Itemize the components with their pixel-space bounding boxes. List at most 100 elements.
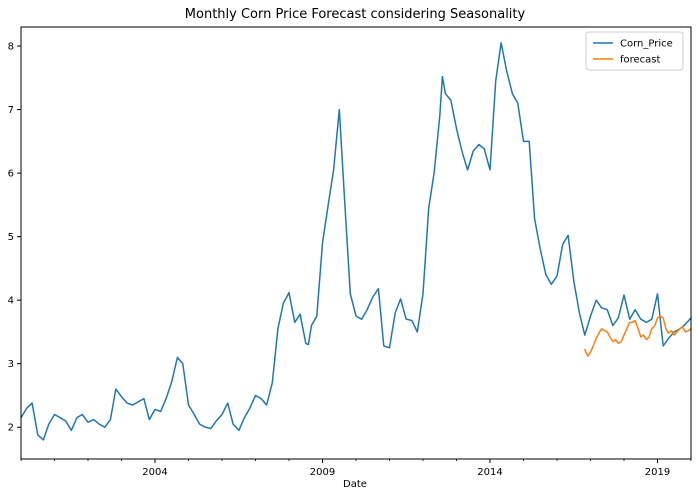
data-point-corn-price <box>668 338 670 340</box>
data-point-corn-price <box>37 434 39 436</box>
data-point-corn-price <box>500 42 502 44</box>
data-point-corn-price <box>277 328 279 330</box>
data-point-corn-price <box>249 407 251 409</box>
data-point-corn-price <box>333 169 335 171</box>
data-point-corn-price <box>450 99 452 101</box>
data-point-corn-price <box>428 207 430 209</box>
data-point-corn-price <box>115 388 117 390</box>
data-point-corn-price <box>171 381 173 383</box>
data-point-corn-price <box>182 363 184 365</box>
data-point-corn-price <box>232 423 234 425</box>
data-point-corn-price <box>372 296 374 298</box>
data-point-corn-price <box>316 315 318 317</box>
data-point-corn-price <box>540 249 542 251</box>
data-point-corn-price <box>517 102 519 104</box>
x-tick-label: 2004 <box>142 467 167 478</box>
data-point-forecast <box>685 331 687 333</box>
data-point-corn-price <box>478 144 480 146</box>
data-point-forecast <box>598 332 600 334</box>
data-point-corn-price <box>160 411 162 413</box>
data-point-forecast <box>609 336 611 338</box>
y-tick-label: 2 <box>8 423 14 434</box>
data-point-corn-price <box>674 331 676 333</box>
series-line-corn-price <box>20 42 692 441</box>
data-point-corn-price <box>255 395 257 397</box>
data-point-corn-price <box>188 404 190 406</box>
data-point-corn-price <box>210 428 212 430</box>
data-point-forecast <box>682 326 684 328</box>
data-point-corn-price <box>411 320 413 322</box>
data-point-corn-price <box>573 280 575 282</box>
data-point-corn-price <box>467 169 469 171</box>
data-point-forecast <box>623 334 625 336</box>
data-point-corn-price <box>227 402 229 404</box>
data-point-corn-price <box>417 331 419 333</box>
data-point-corn-price <box>473 150 475 152</box>
data-point-forecast <box>604 330 606 332</box>
data-point-corn-price <box>422 293 424 295</box>
legend-box <box>585 31 684 71</box>
legend-label: forecast <box>620 55 661 66</box>
data-point-corn-price <box>54 414 56 416</box>
data-point-forecast <box>668 332 670 334</box>
data-point-corn-price <box>389 347 391 349</box>
data-point-corn-price <box>288 292 290 294</box>
data-point-corn-price <box>193 414 195 416</box>
data-point-forecast <box>643 334 645 336</box>
data-point-corn-price <box>685 324 687 326</box>
data-point-corn-price <box>361 318 363 320</box>
data-point-forecast <box>612 341 614 343</box>
y-tick-label: 5 <box>8 232 14 243</box>
data-point-forecast <box>665 328 667 330</box>
x-tick-label: 2009 <box>310 467 335 478</box>
data-point-corn-price <box>506 71 508 73</box>
y-tick-label: 3 <box>8 359 14 370</box>
data-point-corn-price <box>607 309 609 311</box>
data-point-corn-price <box>110 419 112 421</box>
data-point-corn-price <box>461 151 463 153</box>
y-tick-label: 7 <box>8 105 14 116</box>
data-point-corn-price <box>299 313 301 315</box>
data-point-corn-price <box>484 148 486 150</box>
data-point-forecast <box>654 325 656 327</box>
data-point-corn-price <box>551 284 553 286</box>
data-point-corn-price <box>48 423 50 425</box>
data-point-corn-price <box>43 439 45 441</box>
data-point-forecast <box>615 339 617 341</box>
data-point-corn-price <box>640 318 642 320</box>
data-point-corn-price <box>26 407 28 409</box>
data-point-forecast <box>626 328 628 330</box>
data-point-corn-price <box>205 426 207 428</box>
data-point-corn-price <box>545 274 547 276</box>
data-point-corn-price <box>71 430 73 432</box>
data-point-corn-price <box>528 141 530 143</box>
data-point-corn-price <box>383 345 385 347</box>
data-point-forecast <box>590 352 592 354</box>
data-point-corn-price <box>126 402 128 404</box>
data-point-corn-price <box>65 420 67 422</box>
data-point-corn-price <box>221 414 223 416</box>
data-point-corn-price <box>82 414 84 416</box>
data-point-corn-price <box>556 275 558 277</box>
data-point-corn-price <box>322 242 324 244</box>
data-point-corn-price <box>439 115 441 117</box>
data-point-corn-price <box>238 430 240 432</box>
data-point-corn-price <box>495 80 497 82</box>
data-point-corn-price <box>623 294 625 296</box>
data-point-forecast <box>601 328 603 330</box>
data-point-corn-price <box>562 244 564 246</box>
data-point-corn-price <box>378 288 380 290</box>
x-tick-label: 2019 <box>645 467 670 478</box>
data-point-corn-price <box>31 402 33 404</box>
data-point-corn-price <box>646 322 648 324</box>
data-point-forecast <box>659 315 661 317</box>
data-point-forecast <box>584 349 586 351</box>
data-point-corn-price <box>308 344 310 346</box>
legend: Corn_Price forecast <box>585 31 684 71</box>
data-point-corn-price <box>344 204 346 206</box>
data-point-corn-price <box>629 318 631 320</box>
data-point-corn-price <box>59 417 61 419</box>
data-point-forecast <box>688 330 690 332</box>
data-point-corn-price <box>489 169 491 171</box>
